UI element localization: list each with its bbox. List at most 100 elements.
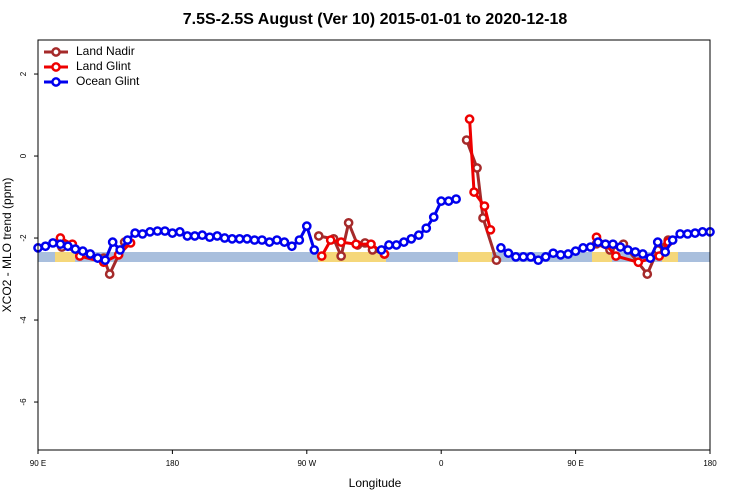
- point: [48, 238, 58, 248]
- point: [294, 235, 305, 245]
- point: [399, 237, 409, 247]
- point: [175, 227, 185, 237]
- point: [234, 234, 245, 244]
- point: [615, 242, 626, 252]
- series-line: [61, 139, 670, 278]
- point: [212, 231, 223, 241]
- point: [461, 135, 472, 145]
- point: [336, 237, 346, 247]
- point: [391, 240, 402, 250]
- point: [600, 239, 611, 250]
- point: [227, 234, 237, 244]
- point: [464, 114, 475, 124]
- point: [660, 247, 671, 257]
- point: [351, 239, 361, 250]
- x-tick-label: 180: [703, 459, 717, 468]
- legend-marker: [51, 62, 61, 72]
- point: [160, 226, 170, 236]
- point: [472, 163, 482, 173]
- point: [264, 237, 275, 247]
- plot-frame: [37, 39, 711, 451]
- point: [204, 232, 215, 243]
- point: [645, 253, 656, 263]
- point: [563, 249, 573, 259]
- y-axis-label: XCO2 - MLO trend (ppm): [0, 178, 14, 313]
- point: [578, 243, 588, 253]
- point: [77, 246, 88, 256]
- point: [540, 252, 551, 262]
- point: [55, 239, 66, 250]
- legend-marker: [51, 77, 61, 87]
- point: [608, 239, 618, 250]
- x-tick-label: 90 W: [297, 459, 316, 468]
- point: [316, 251, 327, 261]
- point: [85, 249, 96, 259]
- point: [279, 237, 290, 247]
- point: [406, 234, 417, 244]
- point: [469, 187, 479, 197]
- chart-title: 7.5S-2.5S August (Ver 10) 2015-01-01 to …: [183, 11, 568, 28]
- point: [630, 247, 641, 257]
- point: [533, 255, 544, 266]
- point: [637, 249, 648, 259]
- point: [242, 234, 252, 244]
- point: [301, 221, 312, 231]
- point: [548, 248, 559, 259]
- y-tick-label: -6: [19, 398, 28, 406]
- point: [675, 229, 685, 239]
- point: [443, 196, 454, 206]
- x-tick-label: 180: [166, 459, 180, 468]
- point: [40, 241, 51, 252]
- legend-marker: [51, 47, 61, 57]
- point: [451, 194, 461, 204]
- point: [272, 235, 282, 245]
- legend-label: Land Glint: [76, 59, 131, 73]
- point: [122, 235, 133, 245]
- point: [428, 212, 439, 222]
- point: [182, 231, 193, 241]
- point: [413, 230, 424, 241]
- point: [167, 228, 178, 238]
- point: [697, 227, 708, 237]
- point: [152, 226, 163, 236]
- point: [436, 196, 447, 206]
- point: [63, 241, 73, 252]
- point: [70, 244, 81, 254]
- point: [309, 245, 320, 255]
- land-band: [662, 252, 678, 262]
- y-tick-label: -2: [19, 234, 28, 242]
- point: [667, 235, 678, 245]
- point: [623, 245, 633, 255]
- point: [197, 230, 208, 241]
- x-tick-label: 0: [439, 459, 444, 468]
- point: [257, 235, 267, 245]
- point: [485, 224, 496, 235]
- point: [518, 252, 529, 262]
- point: [219, 233, 230, 243]
- point: [593, 237, 603, 247]
- point: [287, 241, 297, 252]
- point: [682, 229, 693, 239]
- point: [496, 243, 506, 253]
- x-axis-label: Longitude: [349, 476, 402, 490]
- series-line: [59, 119, 670, 264]
- point: [92, 253, 103, 263]
- point: [652, 237, 663, 247]
- land-band: [592, 252, 612, 262]
- point: [421, 223, 432, 234]
- point: [611, 251, 621, 261]
- point: [376, 245, 387, 255]
- point: [189, 231, 200, 241]
- land-band: [458, 252, 492, 262]
- point: [633, 257, 644, 268]
- point: [104, 269, 115, 279]
- point: [343, 218, 354, 228]
- point: [690, 228, 700, 238]
- point: [100, 255, 111, 266]
- land-band: [55, 252, 75, 262]
- x-tick-label: 90 E: [567, 459, 583, 468]
- point: [137, 229, 148, 239]
- point: [525, 252, 536, 262]
